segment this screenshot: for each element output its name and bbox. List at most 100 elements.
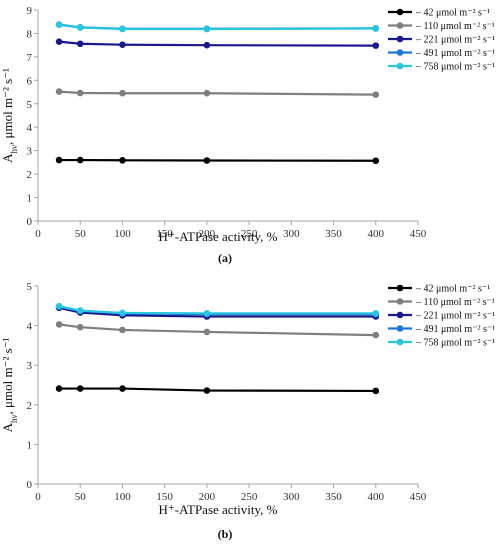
x-tick-label: 450 xyxy=(410,228,427,240)
y-tick-label: 3 xyxy=(27,146,33,158)
x-axis-title: H⁺-ATPase activity, % xyxy=(158,229,277,244)
legend-swatch-marker xyxy=(396,311,404,319)
data-point xyxy=(119,25,126,33)
y-tick-label: 2 xyxy=(27,400,33,412)
y-tick-label: 0 xyxy=(27,479,33,491)
x-tick-label: 250 xyxy=(241,228,258,240)
legend-swatch-marker xyxy=(396,35,404,43)
legend-item-4: – 491 μmol m⁻² s⁻¹ xyxy=(388,48,495,59)
legend-item-1: – 42 μmol m⁻² s⁻¹ xyxy=(388,8,490,19)
legend-label: – 42 μmol m⁻² s⁻¹ xyxy=(415,8,490,19)
chart-panel-a: 0 1 2 3 4 5 6 7 8 9 0 50 100 150 200 250 300 350 400 450 H⁺-… xyxy=(0,5,495,265)
legend-swatch-marker xyxy=(396,62,404,70)
legend-swatch-marker xyxy=(396,298,404,305)
legend-label: – 491 μmol m⁻² s⁻¹ xyxy=(415,48,495,59)
y-tick-label: 8 xyxy=(27,28,33,40)
data-point xyxy=(119,309,126,317)
series-line-1 xyxy=(59,158,376,162)
y-tick-label: 9 xyxy=(27,5,33,17)
data-point xyxy=(55,321,63,328)
x-tick-label: 350 xyxy=(325,228,342,240)
data-point xyxy=(119,326,126,334)
data-point xyxy=(372,310,380,317)
data-point xyxy=(76,89,84,97)
data-point xyxy=(55,156,63,164)
x-tick-label: 0 xyxy=(35,491,41,503)
data-point xyxy=(372,25,380,32)
legend-swatch-marker xyxy=(396,325,404,332)
x-tick-label: 400 xyxy=(368,491,385,503)
data-point xyxy=(55,302,63,310)
y-tick-label: 4 xyxy=(27,122,33,134)
data-point xyxy=(119,89,126,97)
data-point xyxy=(203,328,211,336)
data-point xyxy=(55,21,63,29)
data-point xyxy=(203,89,211,97)
data-point xyxy=(76,156,84,164)
x-tick-label: 150 xyxy=(156,228,173,240)
y-tick-label: 2 xyxy=(27,169,33,181)
y-tick-label: 5 xyxy=(27,99,33,111)
legend-swatch-marker xyxy=(396,284,404,292)
legend-item-3: – 221 μmol m⁻² s⁻¹ xyxy=(388,311,495,322)
data-point xyxy=(76,40,84,48)
data-point xyxy=(203,157,211,164)
legend-swatch-marker xyxy=(396,22,404,29)
x-tick-label: 250 xyxy=(241,491,258,503)
legend-item-5: – 758 μmol m⁻² s⁻¹ xyxy=(388,62,495,73)
series-line-2 xyxy=(58,323,376,337)
x-tick-label: 100 xyxy=(114,228,131,240)
y-tick-label: 6 xyxy=(27,75,33,87)
y-tick-label: 1 xyxy=(27,439,33,451)
legend-item-3: – 221 μmol m⁻² s⁻¹ xyxy=(388,35,495,46)
legend-item-1: – 42 μmol m⁻² s⁻¹ xyxy=(388,284,490,295)
data-point xyxy=(203,41,211,49)
y-tick-label: 4 xyxy=(27,321,33,333)
x-tick-label: 0 xyxy=(35,228,41,240)
legend-item-4: – 491 μmol m⁻² s⁻¹ xyxy=(388,324,495,335)
x-tick-label: 300 xyxy=(283,228,300,240)
data-point xyxy=(372,91,380,98)
x-tick-label: 50 xyxy=(75,491,87,503)
legend-label: – 221 μmol m⁻² s⁻¹ xyxy=(415,311,495,322)
legend-swatch-marker xyxy=(396,49,404,56)
data-point xyxy=(55,385,63,392)
y-axis-title: Ahν, μmol m⁻² s⁻¹ xyxy=(0,337,19,432)
data-point xyxy=(372,42,380,49)
legend-label: – 221 μmol m⁻² s⁻¹ xyxy=(415,35,495,46)
y-tick-label: 1 xyxy=(27,193,33,205)
x-tick-label: 300 xyxy=(283,491,300,503)
data-point xyxy=(203,387,211,394)
legend-label: – 110 μmol m⁻² s⁻¹ xyxy=(415,297,495,308)
legend-item-2: – 110 μmol m⁻² s⁻¹ xyxy=(388,297,495,308)
series-line-2 xyxy=(59,90,376,96)
data-point xyxy=(55,38,63,45)
y-tick-label: 5 xyxy=(27,281,33,293)
panel-label: (b) xyxy=(218,527,233,541)
x-tick-label: 150 xyxy=(156,491,173,503)
series-line-5 xyxy=(58,23,376,31)
legend-item-5: – 758 μmol m⁻² s⁻¹ xyxy=(388,338,495,349)
legend-label: – 758 μmol m⁻² s⁻¹ xyxy=(415,62,495,73)
legend-label: – 42 μmol m⁻² s⁻¹ xyxy=(415,284,490,295)
data-point xyxy=(372,331,380,339)
legend-label: – 110 μmol m⁻² s⁻¹ xyxy=(415,21,495,32)
x-tick-label: 450 xyxy=(410,491,427,503)
legend-item-2: – 110 μmol m⁻² s⁻¹ xyxy=(388,21,495,32)
legend-label: – 491 μmol m⁻² s⁻¹ xyxy=(415,324,495,335)
x-tick-label: 200 xyxy=(199,228,216,240)
panel-label: (a) xyxy=(218,251,232,265)
data-point xyxy=(203,310,211,317)
x-tick-label: 200 xyxy=(199,491,216,503)
series-line-5 xyxy=(58,305,376,315)
y-tick-label: 0 xyxy=(27,216,33,228)
x-tick-label: 50 xyxy=(75,228,87,240)
legend-label: – 758 μmol m⁻² s⁻¹ xyxy=(415,338,495,349)
data-point xyxy=(119,156,126,164)
data-point xyxy=(55,88,63,95)
y-tick-label: 3 xyxy=(27,360,33,372)
data-point xyxy=(372,157,380,165)
legend-swatch-marker xyxy=(396,8,404,16)
data-point xyxy=(119,41,126,48)
